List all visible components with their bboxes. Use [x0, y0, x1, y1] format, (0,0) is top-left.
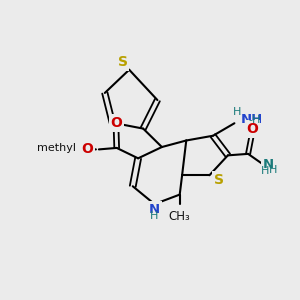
Text: CH₃: CH₃	[169, 210, 190, 223]
Text: O: O	[110, 116, 122, 130]
Text: methyl: methyl	[37, 143, 76, 153]
Text: H: H	[232, 107, 241, 117]
Text: S: S	[214, 173, 224, 187]
Text: N: N	[149, 203, 160, 216]
Text: S: S	[118, 55, 128, 69]
Text: O: O	[246, 122, 258, 136]
Text: NH: NH	[241, 112, 263, 126]
Text: H: H	[261, 166, 269, 176]
Text: H: H	[150, 211, 159, 221]
Text: H: H	[269, 165, 277, 175]
Text: O: O	[82, 142, 94, 156]
Text: -H: -H	[248, 115, 261, 125]
Text: N: N	[263, 158, 274, 171]
